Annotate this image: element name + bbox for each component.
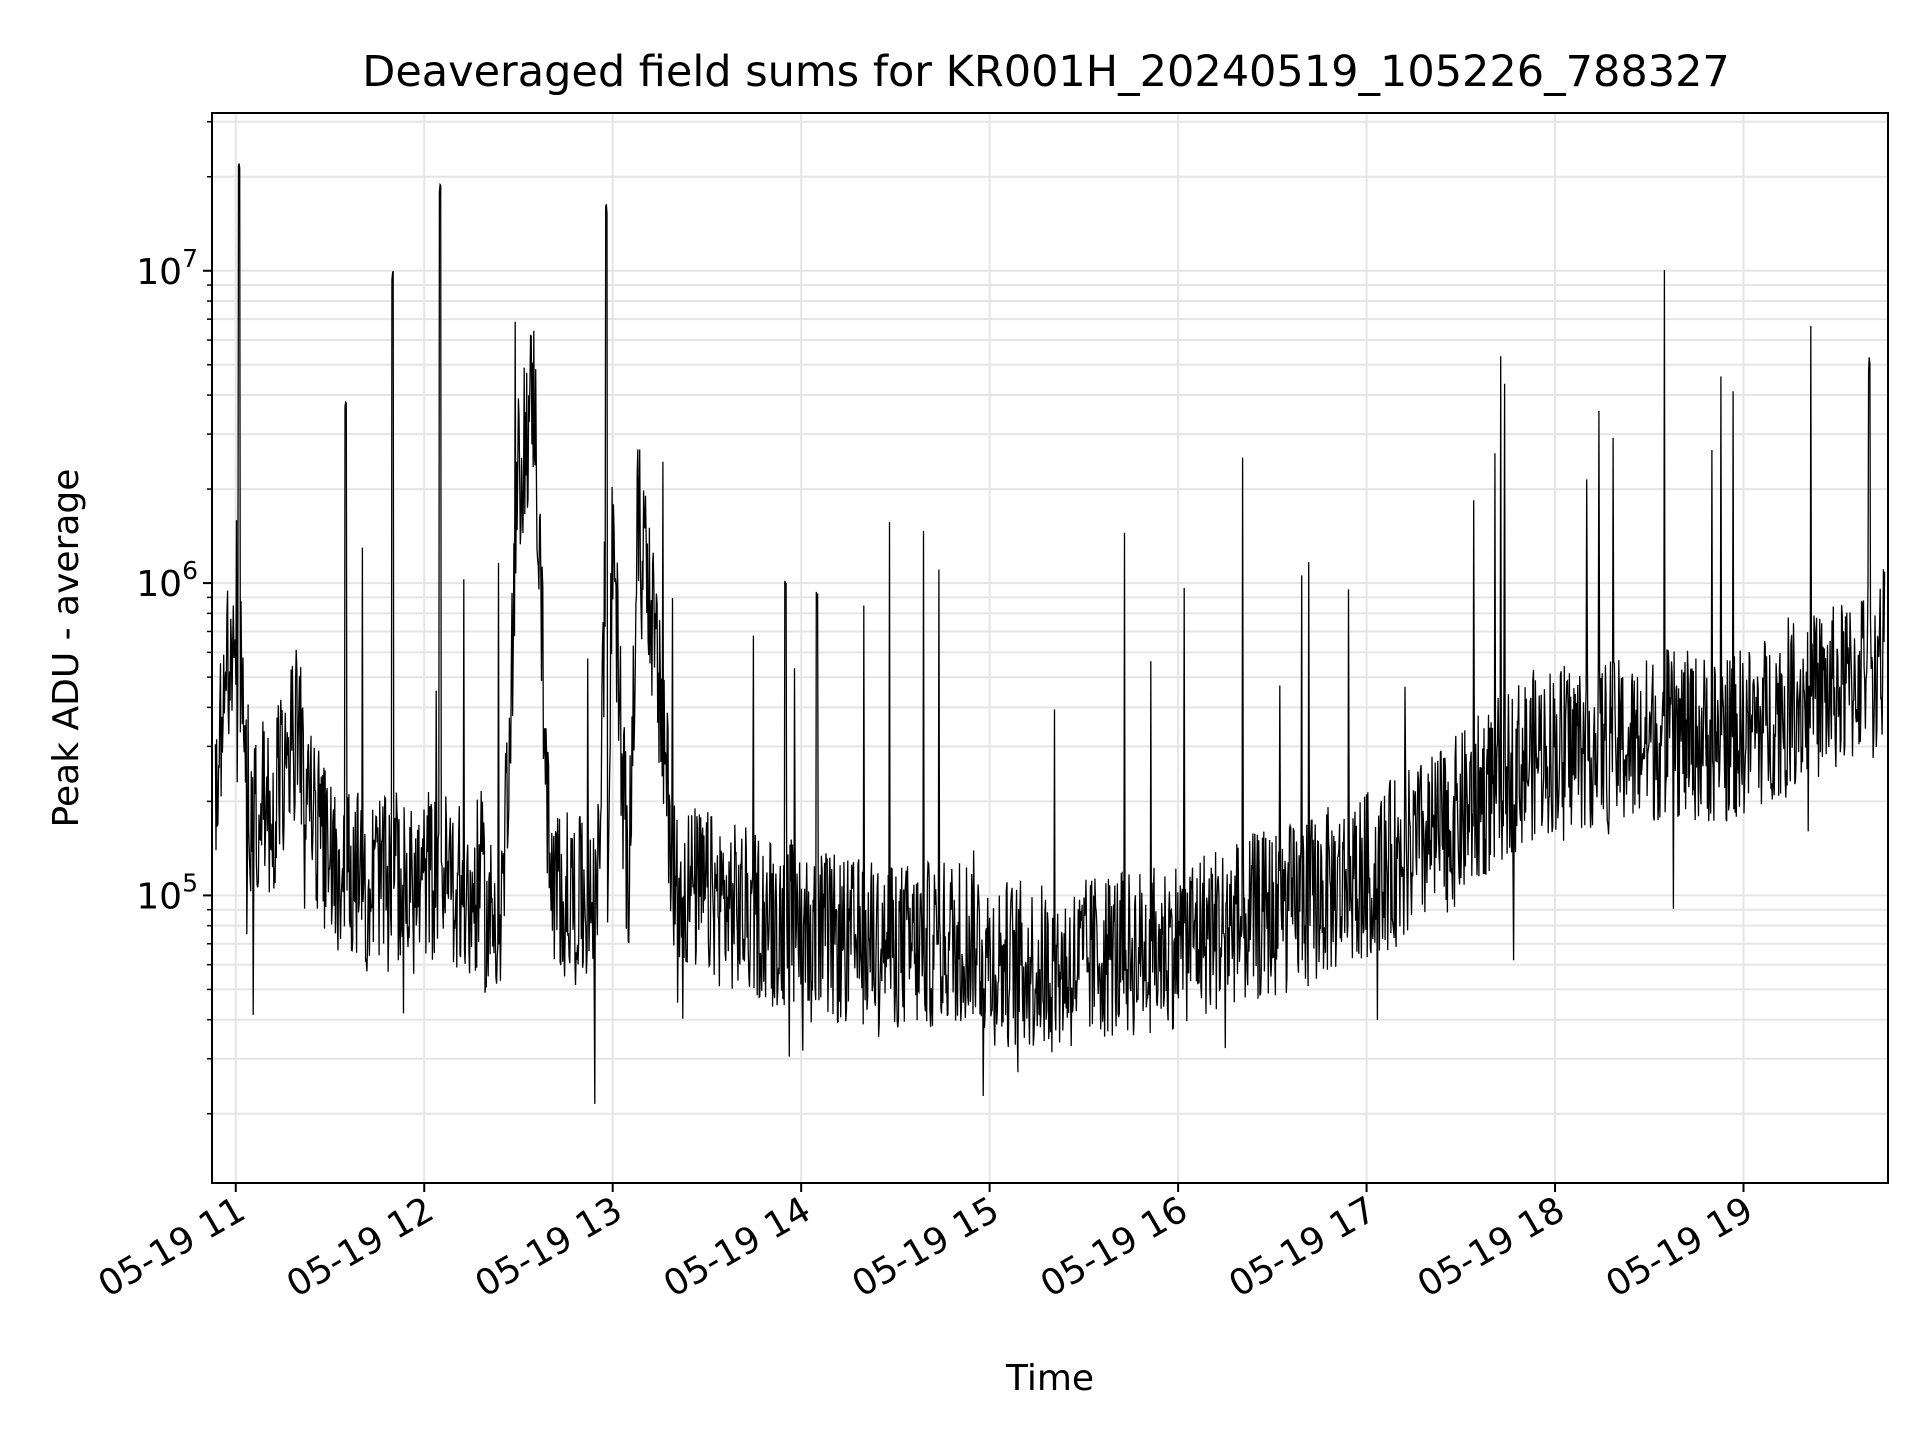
x-axis-label: Time xyxy=(1005,1358,1094,1399)
plot-area xyxy=(211,112,1889,1184)
series-line xyxy=(214,163,1886,1104)
y-tick-label: 105 xyxy=(136,868,198,917)
plot-frame xyxy=(211,112,1889,1184)
y-tick-label: 107 xyxy=(136,244,198,293)
minor-grid xyxy=(212,120,1888,1115)
chart-title: Deaveraged field sums for KR001H_2024051… xyxy=(362,47,1730,97)
y-axis-label: Peak ADU - average xyxy=(46,469,87,828)
series-layer xyxy=(214,163,1886,1104)
y-tick-base: 10 xyxy=(136,876,182,917)
y-tick-exponent: 5 xyxy=(182,868,198,897)
y-tick-label: 106 xyxy=(136,556,198,605)
y-tick-exponent: 7 xyxy=(182,244,198,273)
y-tick-exponent: 6 xyxy=(182,556,198,585)
y-tick-base: 10 xyxy=(136,252,182,293)
y-tick-base: 10 xyxy=(136,564,182,605)
